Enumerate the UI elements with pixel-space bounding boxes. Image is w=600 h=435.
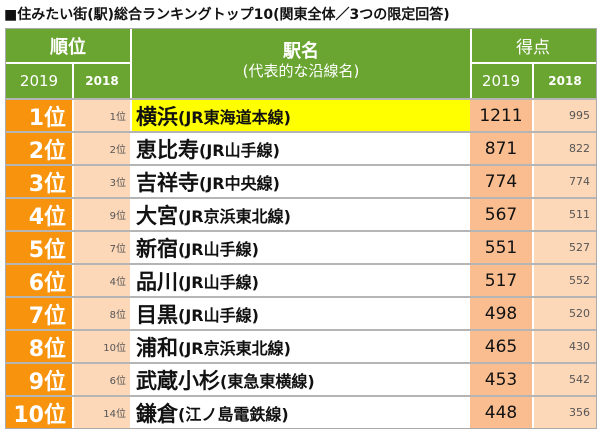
rank-2018: 2位 xyxy=(74,133,130,164)
line-name: (JR山手線) xyxy=(178,272,259,292)
line-name: (JR山手線) xyxy=(178,305,259,325)
line-name: (JR山手線) xyxy=(199,140,280,160)
header-score-2019: 2019 xyxy=(481,72,521,90)
score-2018: 774 xyxy=(534,166,596,197)
score-2019: 567 xyxy=(470,199,532,230)
station-name: 横浜 xyxy=(136,104,178,129)
table-row: 8位 10位 浦和 (JR京浜東北線) 465 430 xyxy=(6,329,596,362)
rank-2019: 5位 xyxy=(6,232,72,263)
score-2019: 774 xyxy=(470,166,532,197)
header-score-2018: 2018 xyxy=(548,74,582,88)
score-2018: 356 xyxy=(534,397,596,428)
score-2018: 822 xyxy=(534,133,596,164)
header-rank: 順位 xyxy=(50,36,86,58)
score-2019: 498 xyxy=(470,298,532,329)
station-name: 武蔵小杉 xyxy=(136,368,220,393)
table-row: 6位 4位 品川 (JR山手線) 517 552 xyxy=(6,263,596,296)
rank-2019: 1位 xyxy=(6,100,72,131)
table-header: 順位 駅名 (代表的な沿線名) 得点 2019 2018 2019 2018 xyxy=(6,29,596,98)
station-cell: 武蔵小杉 (東急東横線) xyxy=(132,364,470,395)
station-cell: 目黒 (JR山手線) xyxy=(132,298,470,329)
line-name: (JR京浜東北線) xyxy=(178,206,291,226)
score-2018: 552 xyxy=(534,265,596,296)
table-row: 7位 8位 目黒 (JR山手線) 498 520 xyxy=(6,296,596,329)
score-2019: 465 xyxy=(470,331,532,362)
score-2018: 430 xyxy=(534,331,596,362)
line-name: (JR中央線) xyxy=(199,173,280,193)
rank-2019: 2位 xyxy=(6,133,72,164)
header-rank-2018: 2018 xyxy=(85,74,119,88)
rank-2018: 14位 xyxy=(74,397,130,428)
station-name: 鎌倉 xyxy=(136,401,178,426)
header-station-sub: (代表的な沿線名) xyxy=(242,61,360,80)
table-row: 2位 2位 恵比寿 (JR山手線) 871 822 xyxy=(6,131,596,164)
station-name: 浦和 xyxy=(136,335,178,360)
score-2018: 520 xyxy=(534,298,596,329)
table-body: 1位 1位 横浜 (JR東海道本線) 1211 995 2位 2位 恵比寿 (JR山手… xyxy=(6,98,596,428)
rank-2018: 3位 xyxy=(74,166,130,197)
station-name: 大宮 xyxy=(136,203,178,228)
table-row: 5位 7位 新宿 (JR山手線) 551 527 xyxy=(6,230,596,263)
station-cell: 品川 (JR山手線) xyxy=(132,265,470,296)
rank-2018: 10位 xyxy=(74,331,130,362)
page-title: ■住みたい街(駅)総合ランキングトップ10(関東全体／3つの限定回答) xyxy=(4,7,450,23)
score-2019: 1211 xyxy=(470,100,532,131)
table-row: 1位 1位 横浜 (JR東海道本線) 1211 995 xyxy=(6,98,596,131)
score-2019: 517 xyxy=(470,265,532,296)
line-name: (JR東海道本線) xyxy=(178,107,291,127)
table-row: 4位 9位 大宮 (JR京浜東北線) 567 511 xyxy=(6,197,596,230)
score-2018: 527 xyxy=(534,232,596,263)
station-cell: 大宮 (JR京浜東北線) xyxy=(132,199,470,230)
station-cell: 横浜 (JR東海道本線) xyxy=(132,100,470,131)
header-score: 得点 xyxy=(516,38,550,58)
station-name: 恵比寿 xyxy=(136,137,199,162)
rank-2018: 4位 xyxy=(74,265,130,296)
score-2019: 448 xyxy=(470,397,532,428)
score-2018: 995 xyxy=(534,100,596,131)
line-name: (JR山手線) xyxy=(178,239,259,259)
score-2019: 871 xyxy=(470,133,532,164)
station-cell: 鎌倉 (江ノ島電鉄線) xyxy=(132,397,470,428)
station-name: 目黒 xyxy=(136,302,178,327)
rank-2019: 3位 xyxy=(6,166,72,197)
station-cell: 新宿 (JR山手線) xyxy=(132,232,470,263)
rank-2019: 9位 xyxy=(6,364,72,395)
rank-2018: 7位 xyxy=(74,232,130,263)
station-name: 品川 xyxy=(136,269,178,294)
score-2019: 551 xyxy=(470,232,532,263)
rank-2019: 8位 xyxy=(6,331,72,362)
rank-2019: 6位 xyxy=(6,265,72,296)
score-2018: 511 xyxy=(534,199,596,230)
rank-2018: 9位 xyxy=(74,199,130,230)
line-name: (東急東横線) xyxy=(220,371,315,391)
rank-2018: 1位 xyxy=(74,100,130,131)
table-row: 10位 14位 鎌倉 (江ノ島電鉄線) 448 356 xyxy=(6,395,596,428)
line-name: (JR京浜東北線) xyxy=(178,338,291,358)
line-name: (江ノ島電鉄線) xyxy=(178,404,289,424)
station-name: 新宿 xyxy=(136,236,178,261)
header-rank-2019: 2019 xyxy=(19,72,59,90)
rank-2019: 10位 xyxy=(6,397,72,428)
table-row: 3位 3位 吉祥寺 (JR中央線) 774 774 xyxy=(6,164,596,197)
header-station: 駅名 xyxy=(283,41,319,62)
rank-2018: 6位 xyxy=(74,364,130,395)
station-name: 吉祥寺 xyxy=(136,170,199,195)
rank-2019: 4位 xyxy=(6,199,72,230)
table-row: 9位 6位 武蔵小杉 (東急東横線) 453 542 xyxy=(6,362,596,395)
station-cell: 恵比寿 (JR山手線) xyxy=(132,133,470,164)
ranking-table: 順位 駅名 (代表的な沿線名) 得点 2019 2018 2019 2018 1… xyxy=(5,28,597,429)
station-cell: 浦和 (JR京浜東北線) xyxy=(132,331,470,362)
station-cell: 吉祥寺 (JR中央線) xyxy=(132,166,470,197)
score-2018: 542 xyxy=(534,364,596,395)
rank-2019: 7位 xyxy=(6,298,72,329)
score-2019: 453 xyxy=(470,364,532,395)
rank-2018: 8位 xyxy=(74,298,130,329)
